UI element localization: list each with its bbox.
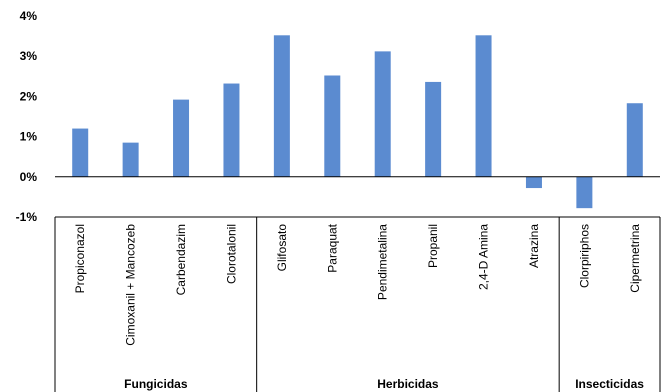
bar — [425, 81, 442, 177]
bar — [324, 75, 341, 177]
bar — [122, 142, 139, 177]
category-labels: Propiconazol Cimoxanil + Mancozeb Carbenda… — [73, 223, 642, 345]
y-tick-label: 4% — [20, 9, 38, 23]
y-tick-label: 0% — [20, 170, 38, 184]
x-axis — [54, 176, 661, 392]
category-label: Glifosato — [275, 224, 289, 272]
category-label: Propanil — [426, 224, 440, 268]
bar — [525, 176, 542, 189]
category-label: Carbendazim — [174, 224, 188, 295]
bar — [576, 176, 593, 209]
group-label: Insecticidas — [575, 377, 644, 391]
category-label: Pendimetalina — [376, 224, 390, 300]
bar — [626, 103, 643, 177]
bar — [72, 128, 89, 177]
category-label: Paraquat — [325, 223, 339, 272]
group-label: Herbicidas — [377, 377, 439, 391]
category-label: Clorpiriphos — [577, 224, 591, 288]
group-label: Fungicidas — [124, 377, 188, 391]
y-tick-label: 3% — [20, 49, 38, 63]
bar — [223, 83, 240, 177]
category-label: Propiconazol — [73, 224, 87, 293]
y-tick-label: 1% — [20, 130, 38, 144]
category-label: Clorotalonil — [224, 224, 238, 284]
y-tick-label: -1% — [16, 210, 38, 224]
y-tick-label: 2% — [20, 89, 38, 103]
category-label: Atrazina — [527, 224, 541, 268]
bar — [173, 99, 190, 177]
group-labels: Fungicidas Herbicidas Insecticidas — [124, 377, 644, 391]
category-label: Cipermetrina — [628, 224, 642, 293]
y-axis: -1% 0% 1% 2% 3% 4% — [16, 9, 38, 224]
bar — [475, 35, 492, 177]
category-label: Cimoxanil + Mancozeb — [124, 224, 138, 346]
bar — [273, 35, 290, 177]
category-label: 2,4-D Amina — [477, 224, 491, 290]
bar — [374, 51, 391, 177]
bars — [72, 35, 643, 209]
